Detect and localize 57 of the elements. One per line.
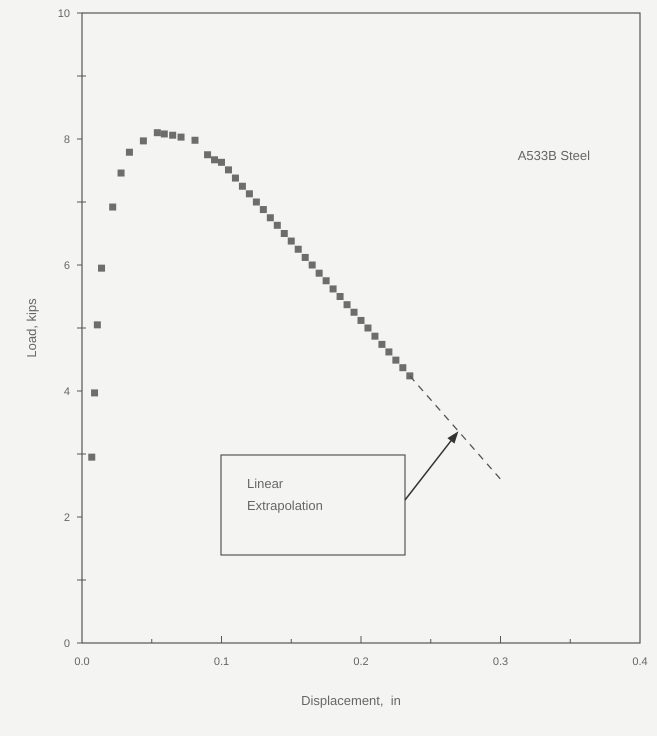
annotation: Linear Extrapolation [247, 476, 323, 513]
y-tick-label: 8 [64, 134, 70, 146]
x-tick-label: 0.4 [632, 656, 648, 668]
point [294, 246, 302, 253]
point [308, 262, 316, 268]
point [302, 254, 309, 261]
y-tick-label: 0 [64, 638, 70, 650]
point [160, 130, 168, 138]
point [280, 230, 288, 237]
point [344, 301, 351, 308]
y-tick-label: 4 [64, 386, 70, 398]
point [322, 277, 330, 284]
annotation: A533B Steel [518, 148, 590, 163]
point [218, 158, 225, 166]
y-tick-label: 2 [64, 512, 70, 524]
point [392, 356, 400, 364]
point [266, 214, 274, 222]
point [98, 264, 106, 272]
point [88, 454, 96, 461]
point [204, 151, 212, 158]
point [399, 364, 406, 372]
point [252, 198, 260, 206]
point [94, 321, 101, 328]
point [336, 293, 344, 300]
point [288, 238, 295, 245]
y-axis-title: Load, kips [24, 298, 39, 358]
x-tick-label: 0.2 [353, 656, 369, 668]
point [224, 166, 232, 174]
point [191, 136, 198, 144]
y-tick-label: 10 [58, 8, 70, 20]
point [274, 222, 281, 229]
point [358, 316, 364, 324]
point [118, 170, 125, 177]
point [238, 182, 246, 190]
point [385, 348, 392, 356]
point [178, 134, 185, 141]
point [232, 174, 239, 182]
point [154, 129, 161, 136]
x-tick-label: 0.1 [214, 656, 230, 668]
point [246, 190, 253, 198]
point [378, 340, 386, 348]
point [126, 148, 133, 156]
x-tick-label: 0.0 [74, 656, 90, 668]
point [330, 285, 337, 292]
point [371, 332, 378, 340]
point [169, 132, 176, 139]
point [140, 137, 147, 144]
point [260, 206, 267, 214]
x-tick-label: 0.3 [492, 656, 508, 668]
point [211, 156, 218, 164]
y-tick-label: 6 [64, 260, 70, 272]
point [350, 308, 358, 316]
point [91, 389, 98, 396]
x-axis-title: Displacement, in [301, 693, 401, 708]
point [316, 270, 323, 277]
point [109, 204, 116, 211]
point [364, 324, 372, 332]
